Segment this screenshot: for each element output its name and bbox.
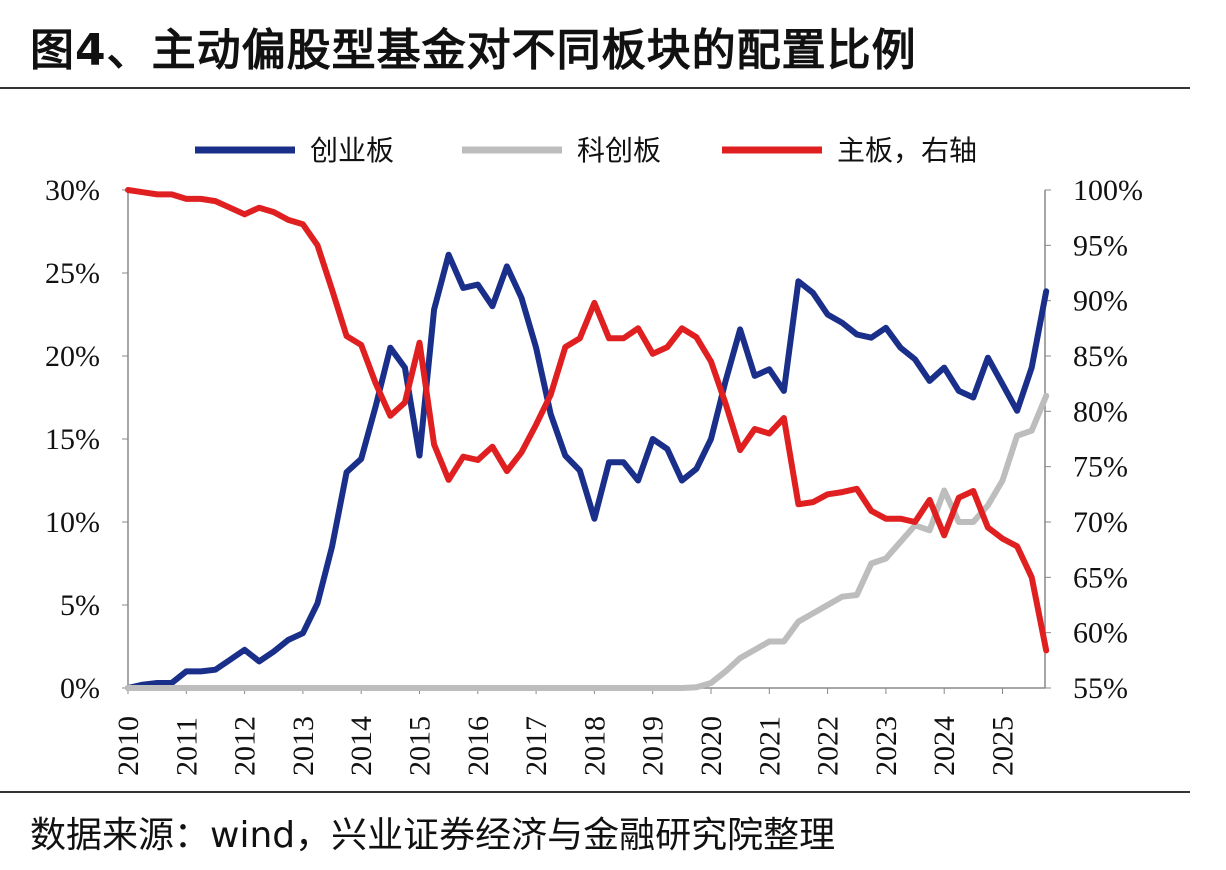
- x-tick-label: 2015: [404, 716, 437, 776]
- right-tick-label: 75%: [1073, 451, 1128, 484]
- x-tick-label: 2013: [287, 716, 320, 776]
- title-divider: [0, 87, 1190, 89]
- x-tick-label: 2016: [462, 716, 495, 776]
- x-tick-label: 2018: [578, 716, 611, 776]
- x-tick-label: 2021: [753, 716, 786, 776]
- series-line-2: [125, 187, 1050, 654]
- left-tick-label: 5%: [60, 589, 100, 622]
- right-tick-label: 70%: [1073, 506, 1128, 539]
- right-tick-label: 55%: [1073, 672, 1128, 705]
- chart-title: 图4、主动偏股型基金对不同板块的配置比例: [30, 25, 917, 76]
- x-tick-label: 2019: [637, 716, 670, 776]
- right-tick-label: 90%: [1073, 285, 1128, 318]
- footer-divider: [0, 791, 1190, 793]
- series-line-1: [125, 392, 1050, 691]
- left-tick-label: 30%: [45, 174, 100, 207]
- right-tick-label: 65%: [1073, 561, 1128, 594]
- x-tick-label: 2014: [345, 716, 378, 776]
- legend-label: 主板，右轴: [837, 134, 977, 167]
- left-tick-label: 20%: [45, 340, 100, 373]
- left-tick-label: 10%: [45, 506, 100, 539]
- left-tick-label: 25%: [45, 257, 100, 290]
- x-tick-label: 2022: [812, 716, 845, 776]
- x-tick-label: 2024: [928, 716, 961, 776]
- source-note: 数据来源：wind，兴业证券经济与金融研究院整理: [30, 815, 836, 856]
- left-tick-label: 0%: [60, 672, 100, 705]
- right-tick-label: 80%: [1073, 395, 1128, 428]
- x-tick-label: 2011: [170, 717, 203, 776]
- legend-label: 科创板: [577, 134, 661, 167]
- right-tick-label: 100%: [1073, 174, 1143, 207]
- right-tick-label: 60%: [1073, 617, 1128, 650]
- left-tick-label: 15%: [45, 423, 100, 456]
- right-tick-label: 95%: [1073, 229, 1128, 262]
- x-tick-label: 2012: [229, 716, 262, 776]
- x-tick-label: 2010: [112, 716, 145, 776]
- x-tick-label: 2020: [695, 716, 728, 776]
- x-tick-label: 2025: [987, 716, 1020, 776]
- series-line-0: [125, 251, 1050, 691]
- legend-label: 创业板: [310, 134, 394, 167]
- x-tick-label: 2023: [870, 716, 903, 776]
- x-tick-label: 2017: [520, 716, 553, 776]
- right-tick-label: 85%: [1073, 340, 1128, 373]
